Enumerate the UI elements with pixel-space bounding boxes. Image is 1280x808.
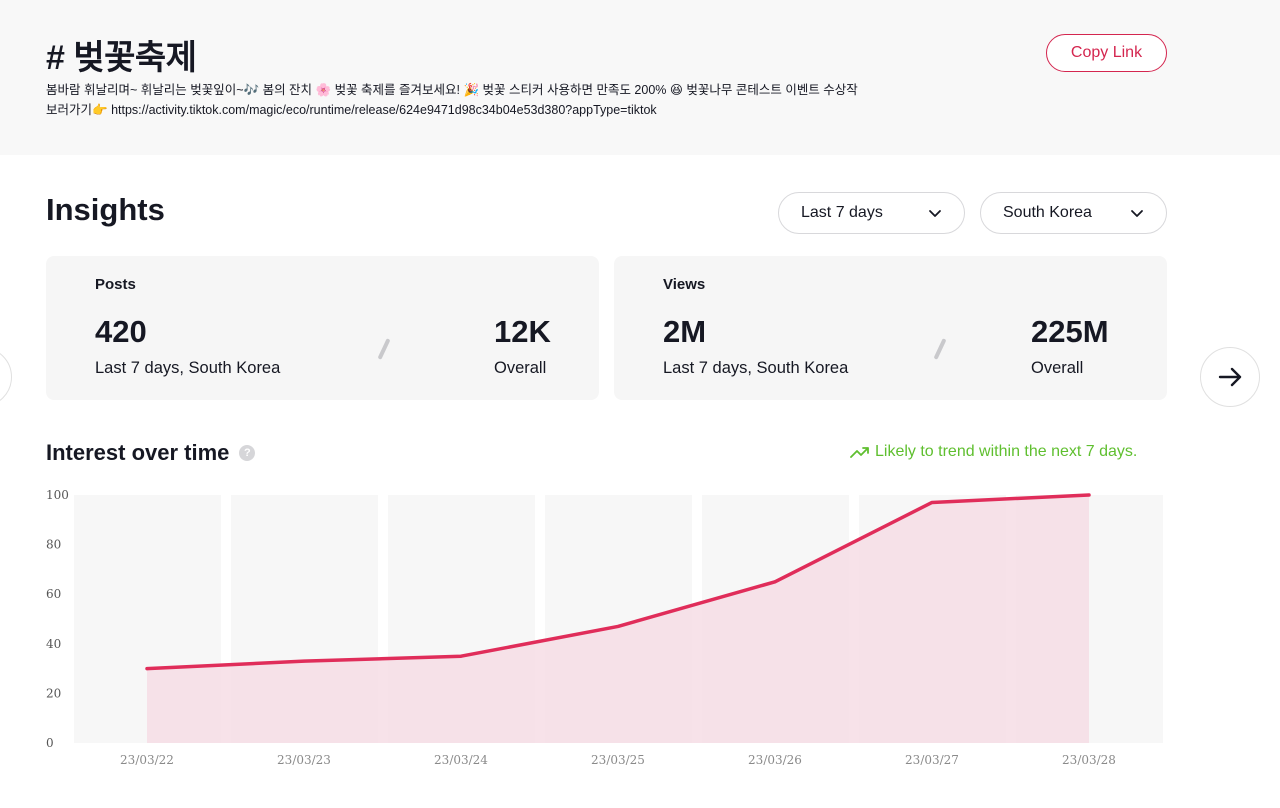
interest-title-text: Interest over time xyxy=(46,440,230,465)
chart-x-tick-label: 23/03/24 xyxy=(434,753,488,767)
posts-recent-caption: Last 7 days, South Korea xyxy=(95,359,281,377)
posts-overall-value: 12K xyxy=(494,314,551,349)
chart-x-tick-label: 23/03/26 xyxy=(748,753,802,767)
description-text-5: 벚꽃나무 콘테스트 이벤트 수상작 xyxy=(682,83,858,97)
help-icon[interactable]: ? xyxy=(239,445,256,461)
posts-recent-value: 420 xyxy=(95,314,147,349)
views-label: Views xyxy=(663,276,706,293)
region-dropdown[interactable]: South Korea xyxy=(980,192,1167,234)
interest-chart: 0 20 40 60 80 100 23/03/22 23/03/23 23/03/24 23/0… xyxy=(46,488,1163,767)
laugh-emoji-icon: 😆 xyxy=(669,82,683,97)
description-text-4: 벚꽃 스티커 사용하면 만족도 200% xyxy=(479,83,670,97)
views-card: Views 2M Last 7 days, South Korea 225M O… xyxy=(614,256,1167,400)
chart-point xyxy=(302,659,306,663)
views-recent-caption: Last 7 days, South Korea xyxy=(663,359,849,377)
chart-y-tick-label: 80 xyxy=(46,538,61,552)
party-emoji-icon: 🎉 xyxy=(463,82,480,97)
chart-x-tick-label: 23/03/25 xyxy=(591,753,645,767)
posts-label: Posts xyxy=(95,276,136,293)
copy-link-button[interactable]: Copy Link xyxy=(1046,34,1167,72)
views-overall-value: 225M xyxy=(1031,314,1109,349)
chart-x-tick-label: 23/03/27 xyxy=(905,753,959,767)
music-emoji-icon: 🎶 xyxy=(243,82,260,97)
chart-x-tick-label: 23/03/28 xyxy=(1062,753,1116,767)
description-text-2: 봄의 잔치 xyxy=(259,83,316,97)
chart-point xyxy=(773,580,777,584)
description-text-6: 보러가기 xyxy=(46,103,93,117)
blossom-emoji-icon: 🌸 xyxy=(315,82,332,97)
views-recent-value: 2M xyxy=(663,314,707,349)
chart-x-tick-label: 23/03/22 xyxy=(120,753,174,767)
chart-y-tick-label: 0 xyxy=(46,736,54,750)
chevron-down-icon xyxy=(1131,210,1143,217)
carousel-prev-button[interactable] xyxy=(0,347,12,407)
description-link[interactable]: https://activity.tiktok.com/magic/eco/ru… xyxy=(107,103,657,117)
divider-slash xyxy=(377,338,391,360)
chart-x-tick-label: 23/03/23 xyxy=(277,753,331,767)
hashtag-header: # 벚꽃축제 봄바람 휘날리며~ 휘날리는 벚꽃잎이~🎶 봄의 잔치 🌸 벚꽃 … xyxy=(0,0,1280,155)
chart-point xyxy=(930,500,934,504)
chart-y-tick-label: 60 xyxy=(46,587,61,601)
divider-slash xyxy=(933,338,947,360)
arrow-right-icon xyxy=(1218,367,1242,387)
interest-over-time-title: Interest over time ? xyxy=(46,440,256,466)
chart-point xyxy=(145,667,149,671)
period-dropdown[interactable]: Last 7 days xyxy=(778,192,965,234)
hashtag-description: 봄바람 휘날리며~ 휘날리는 벚꽃잎이~🎶 봄의 잔치 🌸 벚꽃 축제를 즐겨보… xyxy=(46,80,866,120)
posts-card: Posts 420 Last 7 days, South Korea 12K O… xyxy=(46,256,599,400)
period-dropdown-value: Last 7 days xyxy=(801,204,883,221)
chart-point xyxy=(616,624,620,628)
views-overall-caption: Overall xyxy=(1031,359,1084,377)
chart-y-tick-label: 20 xyxy=(46,686,61,700)
region-dropdown-value: South Korea xyxy=(1003,204,1092,221)
trend-note: Likely to trend within the next 7 days. xyxy=(850,443,1137,461)
chart-point xyxy=(1087,493,1091,497)
pointing-emoji-icon: 👉 xyxy=(92,102,108,117)
trend-note-text: Likely to trend within the next 7 days. xyxy=(875,443,1138,460)
description-text-3: 벚꽃 축제를 즐겨보세요! xyxy=(331,83,464,97)
chart-y-tick-label: 100 xyxy=(46,488,69,502)
chart-area xyxy=(147,495,1089,743)
chevron-down-icon xyxy=(929,210,941,217)
carousel-next-button[interactable] xyxy=(1200,347,1260,407)
chart-y-tick-label: 40 xyxy=(46,637,61,651)
hashtag-title: # 벚꽃축제 xyxy=(46,39,197,77)
insights-title: Insights xyxy=(46,192,165,227)
posts-overall-caption: Overall xyxy=(494,359,547,377)
description-text-1: 봄바람 휘날리며~ 휘날리는 벚꽃잎이~ xyxy=(46,83,244,97)
trending-up-icon xyxy=(850,447,869,458)
chart-point xyxy=(459,654,463,658)
